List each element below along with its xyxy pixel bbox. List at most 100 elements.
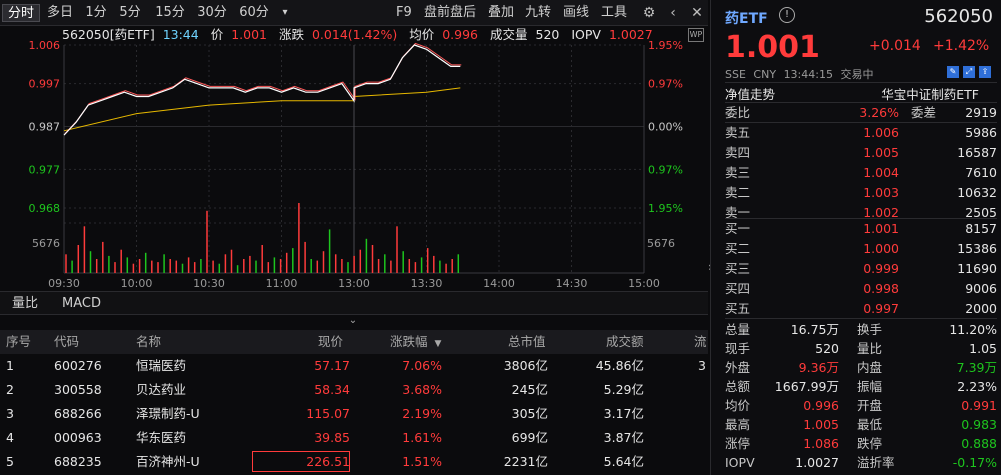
quote-meta: SSE CNY 13:44:15 交易中 [725, 66, 873, 82]
period-tab-1min[interactable]: 1分 [85, 5, 107, 20]
stat-value: 2.23% [957, 379, 997, 394]
x-tick-label: 14:30 [556, 277, 588, 289]
edit-icon[interactable]: ✎ [947, 66, 959, 78]
book-level-label: 卖二 [725, 185, 751, 200]
book-level-label: 买一 [725, 221, 751, 236]
period-tab-multiday[interactable]: 多日 [46, 5, 73, 20]
col-header-name[interactable]: 名称 [136, 330, 162, 354]
wp-badge[interactable]: WP [688, 28, 704, 42]
quote-status: 交易中 [840, 68, 874, 81]
book-volume: 10632 [957, 185, 997, 200]
info-icon[interactable]: ! [779, 7, 795, 23]
col-header-market-cap[interactable]: 总市值 [508, 330, 546, 354]
stat-label: 振幅 [857, 379, 883, 394]
y-tick-label: 0.987 [29, 121, 61, 134]
cell-index: 3 [6, 406, 14, 421]
stat-row: 涨停 1.086 跌停 0.888 [725, 434, 997, 453]
chart-info-line: 562050[药ETF] 13:44 价 1.001 涨跌 0.014(1.42… [62, 27, 653, 43]
chevron-left-icon[interactable]: ‹ [670, 5, 676, 21]
quote-price: 1.001 [725, 30, 820, 65]
period-tab-15min[interactable]: 15分 [155, 5, 185, 20]
cell-change-pct: 1.61% [402, 430, 442, 445]
bid-row[interactable]: 买五 0.997 2000 [725, 299, 997, 319]
stat-label: IOPV [725, 455, 755, 470]
book-volume: 2000 [965, 301, 997, 316]
tracking-fund[interactable]: 华宝中证制药ETF [881, 87, 979, 102]
info-price-label: 价 [210, 27, 224, 42]
period-tab-30min[interactable]: 30分 [197, 5, 227, 20]
stat-label: 最低 [857, 417, 883, 432]
period-more-dropdown[interactable]: ▾ [282, 7, 288, 18]
intraday-chart[interactable]: 1.006 0.997 0.987 0.977 0.968 1.95% 0.97% 0.00… [0, 27, 708, 289]
y-ticks-right: 1.95% 0.97% 0.00% 0.97% 1.95% [648, 39, 683, 215]
book-price: 1.004 [863, 165, 899, 180]
ask-row[interactable]: 卖四 1.005 16587 [725, 143, 997, 163]
table-row[interactable]: 5 688235 百济神州-U 226.51 1.51% 2231亿 5.64亿 [0, 450, 708, 473]
x-tick-label: 15:00 [628, 277, 660, 289]
volume-bars [65, 203, 460, 273]
info-iopv-label: IOPV [571, 27, 601, 42]
table-row[interactable]: 2 300558 贝达药业 58.34 3.68% 245亿 5.29亿 [0, 378, 708, 401]
tool-prepost-market[interactable]: 盘前盘后 [424, 5, 477, 20]
cell-code: 688266 [54, 406, 102, 421]
ask-row[interactable]: 卖五 1.006 5986 [725, 123, 997, 143]
table-row[interactable]: 3 688266 泽璟制药-U 115.07 2.19% 305亿 3.17亿 [0, 402, 708, 425]
bid-row[interactable]: 买二 1.000 15386 [725, 239, 997, 259]
stat-label: 涨停 [725, 436, 751, 451]
col-header-change-pct[interactable]: 涨跌幅 ▼ [390, 330, 442, 354]
ask-row[interactable]: 卖三 1.004 7610 [725, 163, 997, 183]
quote-market: SSE [725, 68, 746, 81]
tab-macd[interactable]: MACD [62, 296, 101, 311]
book-volume: 7610 [965, 165, 997, 180]
cell-index: 2 [6, 382, 14, 397]
tool-overlay[interactable]: 叠加 [488, 5, 515, 20]
bid-row[interactable]: 买一 1.001 8157 [725, 219, 997, 239]
tool-draw-line[interactable]: 画线 [563, 5, 590, 20]
nav-trend-link[interactable]: 净值走势 [725, 87, 776, 102]
y-tick-label: 0.977 [29, 163, 61, 176]
volume-tick-left: 5676 [32, 237, 60, 250]
ask-row[interactable]: 卖二 1.003 10632 [725, 183, 997, 203]
cell-turnover: 45.86亿 [595, 358, 644, 373]
book-volume: 15386 [957, 241, 997, 256]
col-header-price[interactable]: 现价 [318, 330, 344, 354]
y-ticks-left: 1.006 0.997 0.987 0.977 0.968 [29, 39, 61, 215]
y-tick-pct-label: 0.97% [648, 78, 683, 91]
tab-volume-ratio[interactable]: 量比 [12, 296, 39, 311]
book-volume: 2505 [965, 205, 997, 220]
cell-market-cap: 305亿 [511, 406, 548, 421]
avg-price-line [63, 87, 461, 132]
table-row[interactable]: 1 600276 恒瑞医药 57.17 7.06% 3806亿 45.86亿 3 [0, 354, 708, 377]
tool-nine-turn[interactable]: 九转 [525, 5, 552, 20]
stat-value: 0.996 [803, 398, 839, 413]
period-tab-5min[interactable]: 5分 [119, 5, 141, 20]
book-level-label: 卖四 [725, 145, 751, 160]
col-header-index[interactable]: 序号 [6, 330, 32, 354]
col-header-flow[interactable]: 流 [694, 330, 707, 354]
tool-f9[interactable]: F9 [396, 5, 412, 20]
table-row[interactable]: 4 000963 华东医药 39.85 1.61% 699亿 3.87亿 [0, 426, 708, 449]
bid-row[interactable]: 买四 0.998 9006 [725, 279, 997, 299]
gear-icon[interactable]: ⚙ [642, 5, 656, 21]
collapse-panel-icon[interactable]: ⌄ [348, 315, 358, 326]
stat-value: 9.36万 [798, 360, 839, 375]
cell-price: 226.51 [306, 454, 350, 469]
period-tab-intraday[interactable]: 分时 [2, 4, 40, 22]
period-tab-60min[interactable]: 60分 [239, 5, 269, 20]
tool-tools[interactable]: 工具 [601, 5, 628, 20]
stat-row: 总额 1667.99万 振幅 2.23% [725, 377, 997, 396]
info-price: 1.001 [231, 27, 267, 42]
col-header-code[interactable]: 代码 [54, 330, 80, 354]
info-code-name: 562050[药ETF] [62, 27, 155, 42]
book-price: 1.001 [863, 221, 899, 236]
link-icon[interactable]: ⤢ [963, 66, 975, 78]
close-icon[interactable]: ✕ [691, 5, 703, 21]
divider [725, 218, 997, 219]
quote-name[interactable]: 药ETF [725, 11, 768, 27]
cell-price: 115.07 [306, 406, 350, 421]
cell-price: 39.85 [314, 430, 350, 445]
col-header-turnover[interactable]: 成交额 [606, 330, 644, 354]
ask-row[interactable]: 卖一 1.002 2505 [725, 203, 997, 223]
bid-row[interactable]: 买三 0.999 11690 [725, 259, 997, 279]
share-icon[interactable]: ⇪ [979, 66, 991, 78]
